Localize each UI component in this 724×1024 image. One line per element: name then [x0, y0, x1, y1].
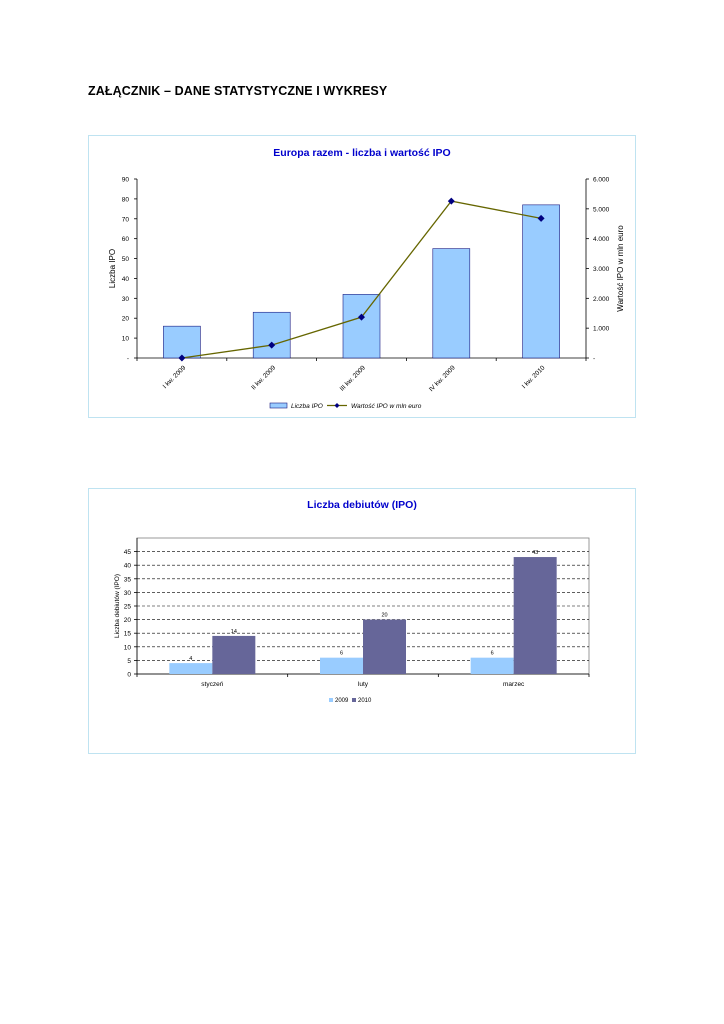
point-wartosc-ipo	[178, 354, 186, 362]
data-label-2010: 43	[532, 550, 538, 556]
y-tick-label: 40	[124, 563, 132, 570]
x-tick-label: marzec	[503, 681, 525, 688]
y-tick-label-right: 1.000	[593, 326, 610, 333]
page-heading: ZAŁĄCZNIK – DANE STATYSTYCZNE I WYKRESY	[88, 84, 388, 98]
y-tick-label-left: 20	[122, 316, 130, 323]
point-wartosc-ipo	[268, 341, 276, 349]
data-label-2009: 6	[491, 651, 494, 657]
x-tick-label: luty	[358, 681, 369, 688]
y-tick-label: 5	[127, 658, 131, 665]
data-label-2009: 6	[340, 651, 343, 657]
y-tick-label-right: 4.000	[593, 236, 610, 243]
y-tick-label-left: 50	[122, 256, 130, 263]
bar-liczba-ipo	[522, 204, 560, 359]
y-tick-label-left: -	[127, 356, 129, 363]
y-tick-label-right: -	[593, 356, 595, 363]
y-tick-label: 45	[124, 549, 132, 556]
bar-liczba-ipo	[252, 311, 291, 359]
legend-swatch-2010	[352, 698, 356, 702]
legend-label-2010: 2010	[358, 698, 372, 704]
y-tick-label: 15	[124, 631, 132, 638]
y-tick-label-left: 30	[122, 296, 130, 303]
y-tick-label: 30	[124, 590, 132, 597]
y-tick-label: 35	[124, 576, 132, 583]
bar-2010	[513, 557, 557, 674]
point-wartosc-ipo	[447, 197, 455, 205]
bar-2010	[212, 635, 256, 674]
data-label-2009: 4	[189, 656, 192, 662]
x-tick-label: IV kw. 2009	[428, 364, 457, 393]
y-tick-label: 10	[124, 644, 132, 651]
y-tick-label: 25	[124, 604, 132, 611]
y-tick-label-left: 60	[122, 236, 130, 243]
data-label-2010: 20	[381, 613, 387, 619]
bar-2009	[169, 663, 213, 674]
x-tick-label: III kw. 2009	[339, 364, 367, 392]
y-tick-label-left: 80	[122, 196, 130, 203]
y-tick-label: 20	[124, 617, 132, 624]
bar-liczba-ipo	[163, 325, 201, 359]
y-tick-label-left: 70	[122, 216, 130, 223]
data-label-2010: 14	[231, 629, 237, 635]
chart-title: Europa razem - liczba i wartość IPO	[273, 147, 450, 159]
legend-label-wartosc-ipo: Wartość IPO w mln euro	[351, 403, 422, 410]
x-tick-label: styczeń	[201, 681, 223, 688]
legend-swatch-liczba-ipo	[269, 402, 288, 409]
ipo-debuts-chart: Liczba debiutów (IPO) 0 5 10 15 20 25 30 35 40 45 L…	[114, 499, 590, 704]
legend-label-2009: 2009	[335, 698, 349, 704]
bar-2010	[363, 619, 406, 674]
y-tick-label-left: 40	[122, 276, 130, 283]
x-tick-label: I kw. 2009	[162, 364, 188, 390]
legend-swatch-2009	[329, 698, 333, 702]
point-wartosc-ipo	[537, 214, 545, 222]
bar-2009	[470, 657, 514, 674]
y-tick-label-left: 10	[122, 336, 130, 343]
chart-panel-ipo-debuts: Liczba debiutów (IPO) 0 5 10 15 20 25 30 35 40 45 L…	[88, 488, 636, 754]
y-axis-title: Liczba debiutów (IPO)	[114, 574, 121, 638]
y-tick-label-right: 6.000	[593, 177, 610, 184]
bar-2009	[320, 657, 363, 674]
y-tick-label-right: 5.000	[593, 206, 610, 213]
chart-panel-europe-ipo: Europa razem - liczba i wartość IPO - 10 20…	[88, 135, 636, 418]
legend-marker-wartosc-ipo	[334, 403, 340, 408]
bar-liczba-ipo	[432, 248, 471, 359]
x-tick-label: II kw. 2009	[250, 364, 277, 391]
chart-title: Liczba debiutów (IPO)	[307, 499, 417, 511]
point-wartosc-ipo	[358, 313, 365, 321]
legend-label-liczba-ipo: Liczba IPO	[291, 403, 323, 410]
y-axis-title-right: Wartość IPO w mln euro	[616, 225, 625, 312]
y-tick-label-right: 3.000	[593, 266, 610, 273]
y-tick-label-right: 2.000	[593, 296, 610, 303]
y-axis-title-left: Liczba IPO	[108, 249, 117, 288]
europe-ipo-chart: Europa razem - liczba i wartość IPO - 10 20…	[108, 147, 625, 410]
bar-liczba-ipo	[342, 294, 381, 359]
y-tick-label-left: 90	[122, 177, 130, 184]
y-tick-label: 0	[127, 672, 131, 679]
x-tick-label: I kw. 2010	[521, 364, 547, 390]
